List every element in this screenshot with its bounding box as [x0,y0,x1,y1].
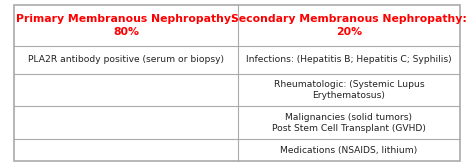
Text: PLA2R antibody positive (serum or biopsy): PLA2R antibody positive (serum or biopsy… [28,55,224,64]
Text: Rheumatologic: (Systemic Lupus
Erythematosus): Rheumatologic: (Systemic Lupus Erythemat… [273,80,424,100]
Text: Infections: (Hepatitis B; Hepatitis C; Syphilis): Infections: (Hepatitis B; Hepatitis C; S… [246,55,452,64]
Text: Secondary Membranous Nephropathy:
20%: Secondary Membranous Nephropathy: 20% [231,14,467,37]
Text: Medications (NSAIDS, lithium): Medications (NSAIDS, lithium) [280,146,418,155]
Text: Malignancies (solid tumors)
Post Stem Cell Transplant (GVHD): Malignancies (solid tumors) Post Stem Ce… [272,113,426,133]
Text: Primary Membranous Nephropathy:
80%: Primary Membranous Nephropathy: 80% [16,14,236,37]
